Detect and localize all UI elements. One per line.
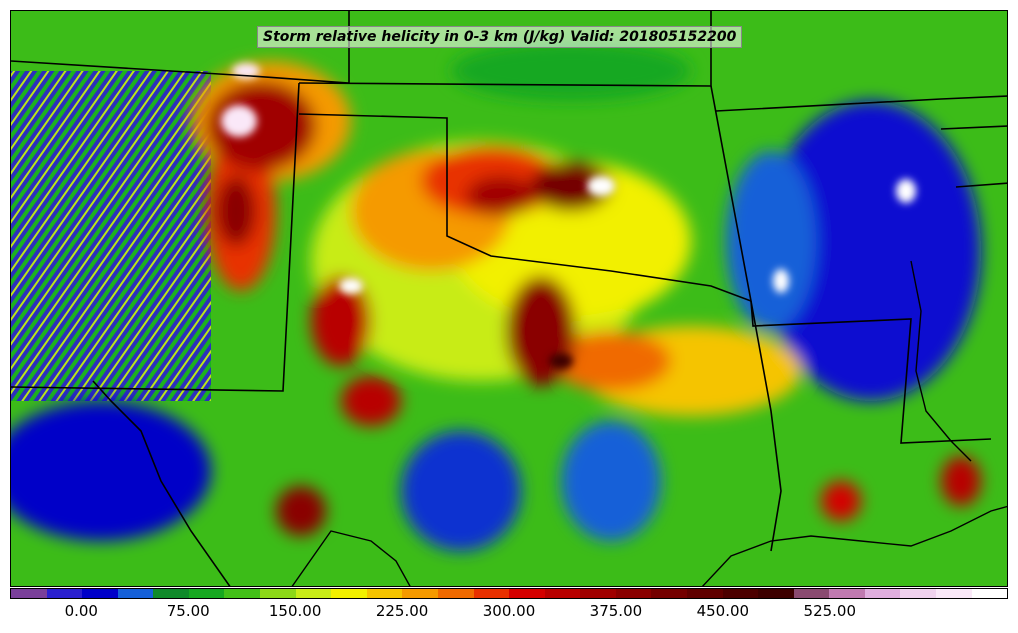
state-borders xyxy=(11,11,1007,586)
colorbar xyxy=(10,588,1008,599)
colorbar-swatch xyxy=(117,589,154,598)
colorbar-swatch xyxy=(473,589,510,598)
colorbar-swatch xyxy=(295,589,332,598)
colorbar-tick-label: 150.00 xyxy=(268,602,322,620)
colorbar-swatch xyxy=(651,589,687,598)
colorbar-swatch xyxy=(366,589,403,598)
colorbar-swatch xyxy=(900,589,937,598)
colorbar-swatch xyxy=(793,589,830,598)
colorbar-swatch xyxy=(260,589,296,598)
colorbar-swatch xyxy=(11,589,47,598)
colorbar-swatch xyxy=(188,589,225,598)
colorbar-swatch xyxy=(758,589,794,598)
colorbar-tick-label: 375.00 xyxy=(589,602,643,620)
colorbar-swatch xyxy=(544,589,581,598)
map-canvas xyxy=(11,11,1007,586)
colorbar-swatch xyxy=(153,589,189,598)
colorbar-swatch xyxy=(864,589,901,598)
colorbar-swatch xyxy=(971,589,1008,598)
colorbar-swatch xyxy=(224,589,261,598)
colorbar-tick-label: 300.00 xyxy=(482,602,536,620)
colorbar-tick-label: 225.00 xyxy=(375,602,429,620)
colorbar-swatch xyxy=(509,589,545,598)
colorbar-labels: 0.00 75.00 150.00 225.00 300.00 375.00 450.00 5… xyxy=(10,602,1008,624)
map-title: Storm relative helicity in 0-3 km (J/kg)… xyxy=(257,26,743,48)
colorbar-swatch xyxy=(686,589,723,598)
colorbar-swatch xyxy=(437,589,474,598)
colorbar-swatch xyxy=(331,589,367,598)
western-banded-field xyxy=(11,71,211,401)
colorbar-swatch xyxy=(615,589,652,598)
colorbar-tick-label: 450.00 xyxy=(696,602,750,620)
colorbar-swatch xyxy=(402,589,438,598)
colorbar-swatch xyxy=(46,589,83,598)
colorbar-swatch xyxy=(580,589,616,598)
field-blobs xyxy=(11,41,981,551)
colorbar-swatch xyxy=(722,589,759,598)
coastline xyxy=(291,260,1007,586)
colorbar-swatch xyxy=(829,589,865,598)
colorbar-tick-label: 75.00 xyxy=(166,602,210,620)
colorbar-tick-label: 0.00 xyxy=(64,602,98,620)
colorbar-swatch xyxy=(936,589,972,598)
helicity-map: Storm relative helicity in 0-3 km (J/kg)… xyxy=(10,10,1008,587)
colorbar-tick-label: 525.00 xyxy=(803,602,857,620)
colorbar-swatch xyxy=(82,589,118,598)
